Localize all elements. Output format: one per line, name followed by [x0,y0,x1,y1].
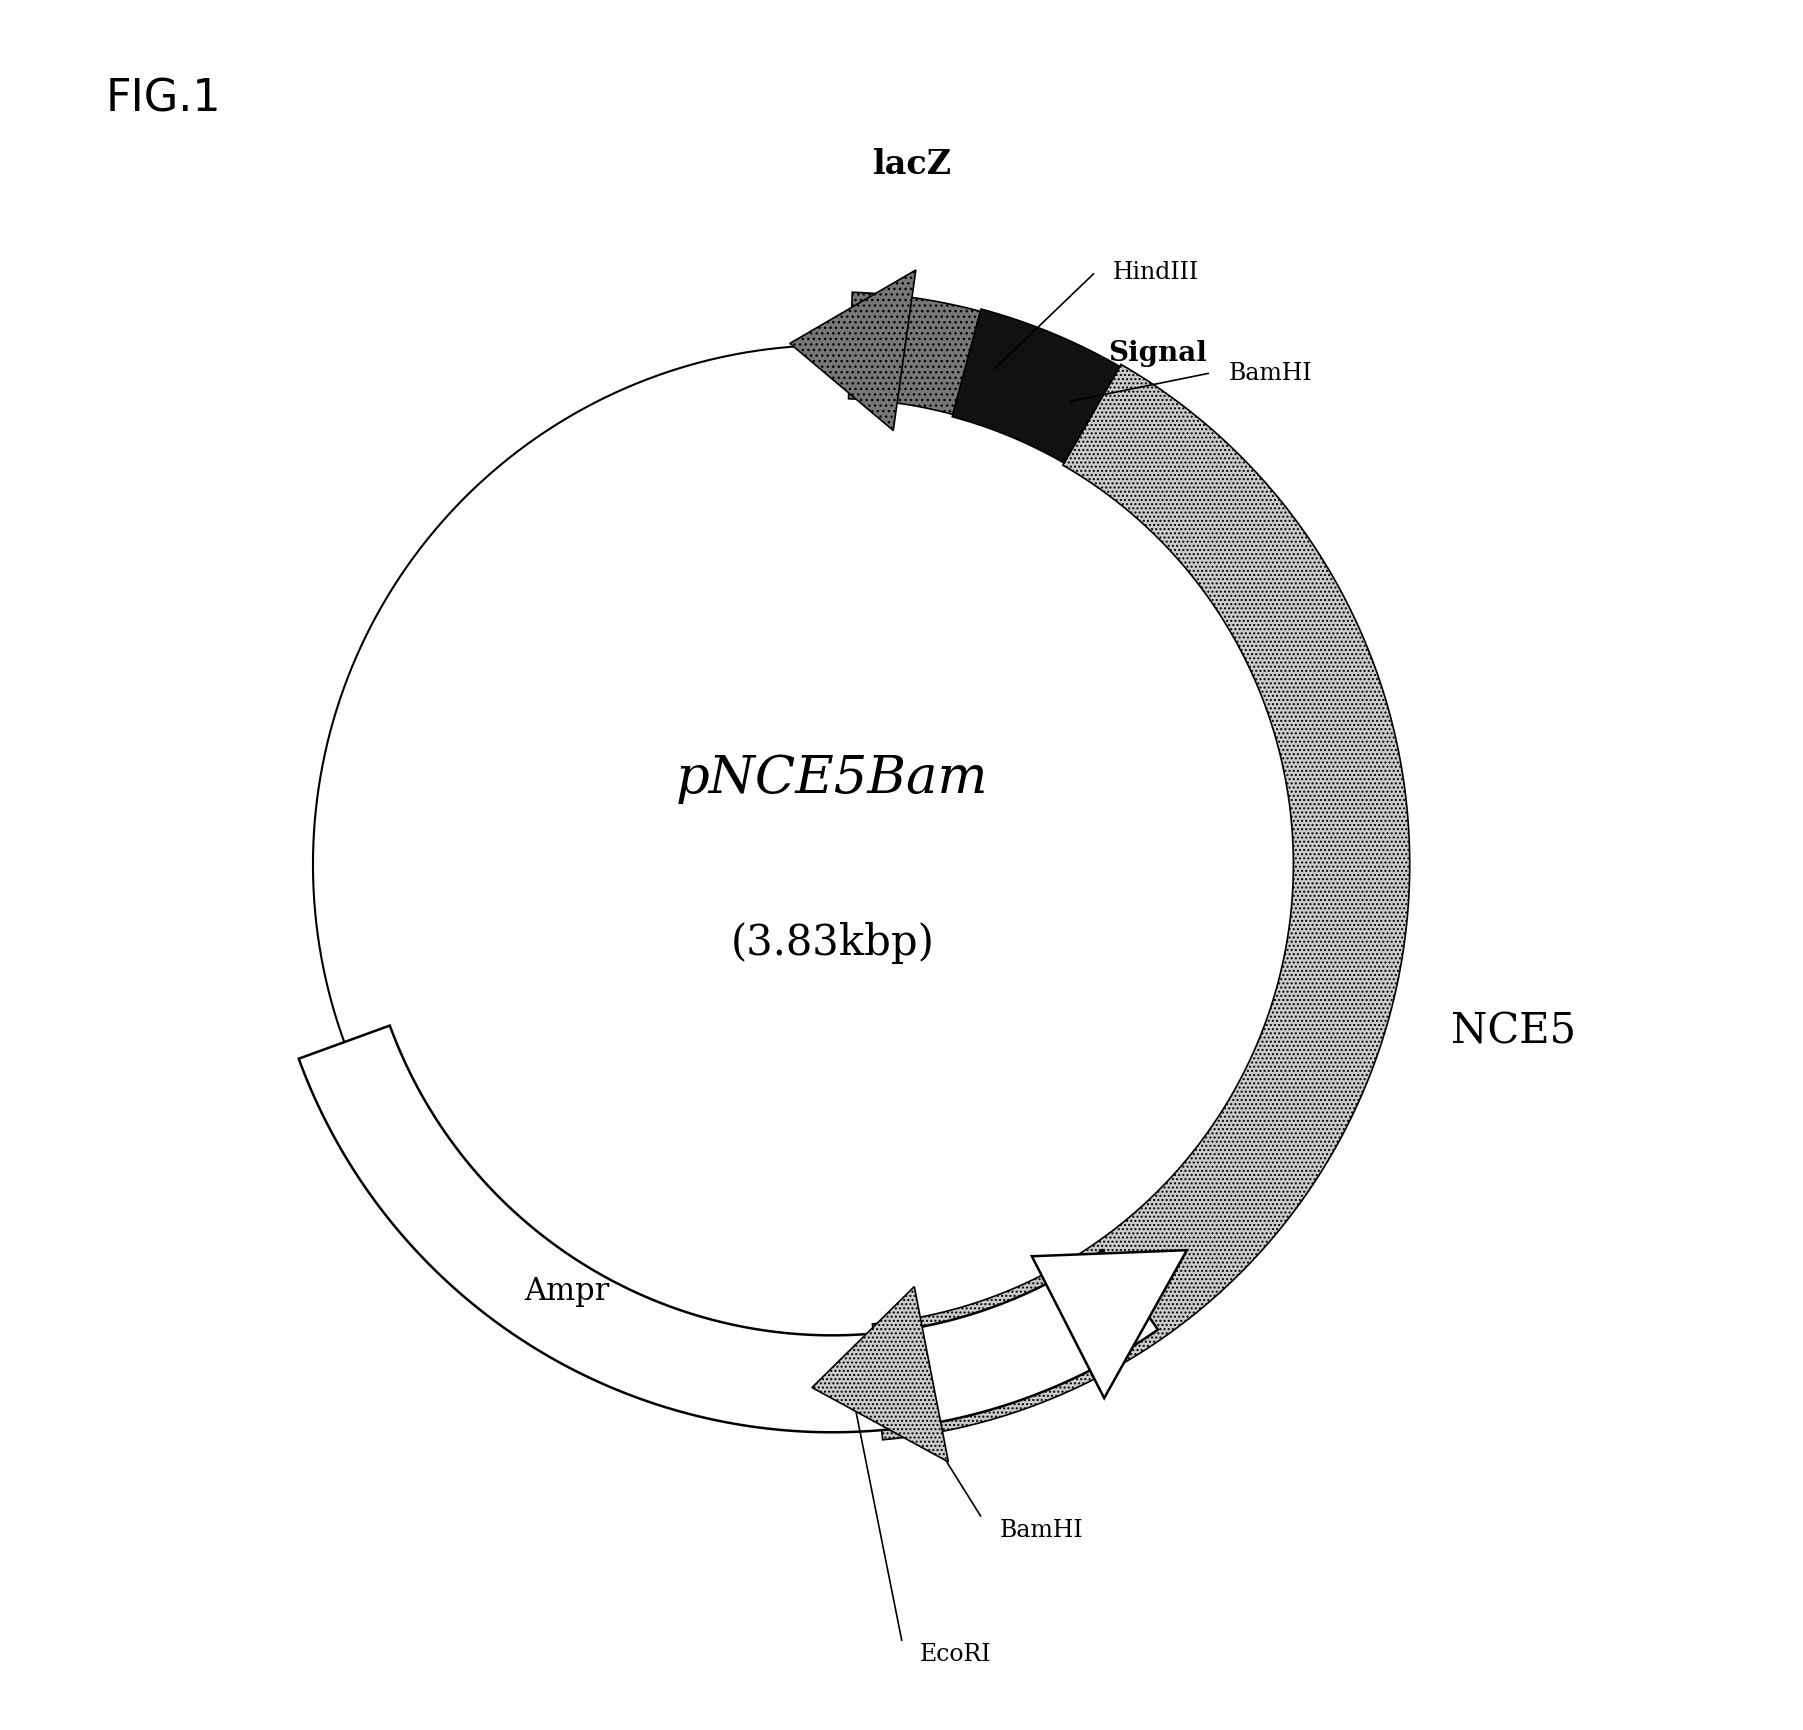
Text: lacZ: lacZ [873,149,952,182]
Polygon shape [849,292,981,415]
Text: HindIII: HindIII [1112,261,1199,284]
Text: Signal: Signal [1107,341,1206,367]
Text: BamHI: BamHI [1228,362,1313,386]
Polygon shape [952,310,1120,464]
Text: (3.83kbp): (3.83kbp) [730,922,934,964]
Polygon shape [873,365,1410,1439]
Text: pNCE5Bam: pNCE5Bam [676,753,988,804]
Polygon shape [1031,1251,1186,1398]
Polygon shape [811,1287,948,1462]
Text: FIG.1: FIG.1 [105,78,220,121]
Text: EcoRI: EcoRI [920,1642,992,1666]
Text: Ampr: Ampr [525,1275,609,1306]
Polygon shape [790,272,916,431]
Text: BamHI: BamHI [999,1517,1084,1541]
Text: NCE5: NCE5 [1451,1010,1576,1052]
Polygon shape [299,1026,1158,1432]
